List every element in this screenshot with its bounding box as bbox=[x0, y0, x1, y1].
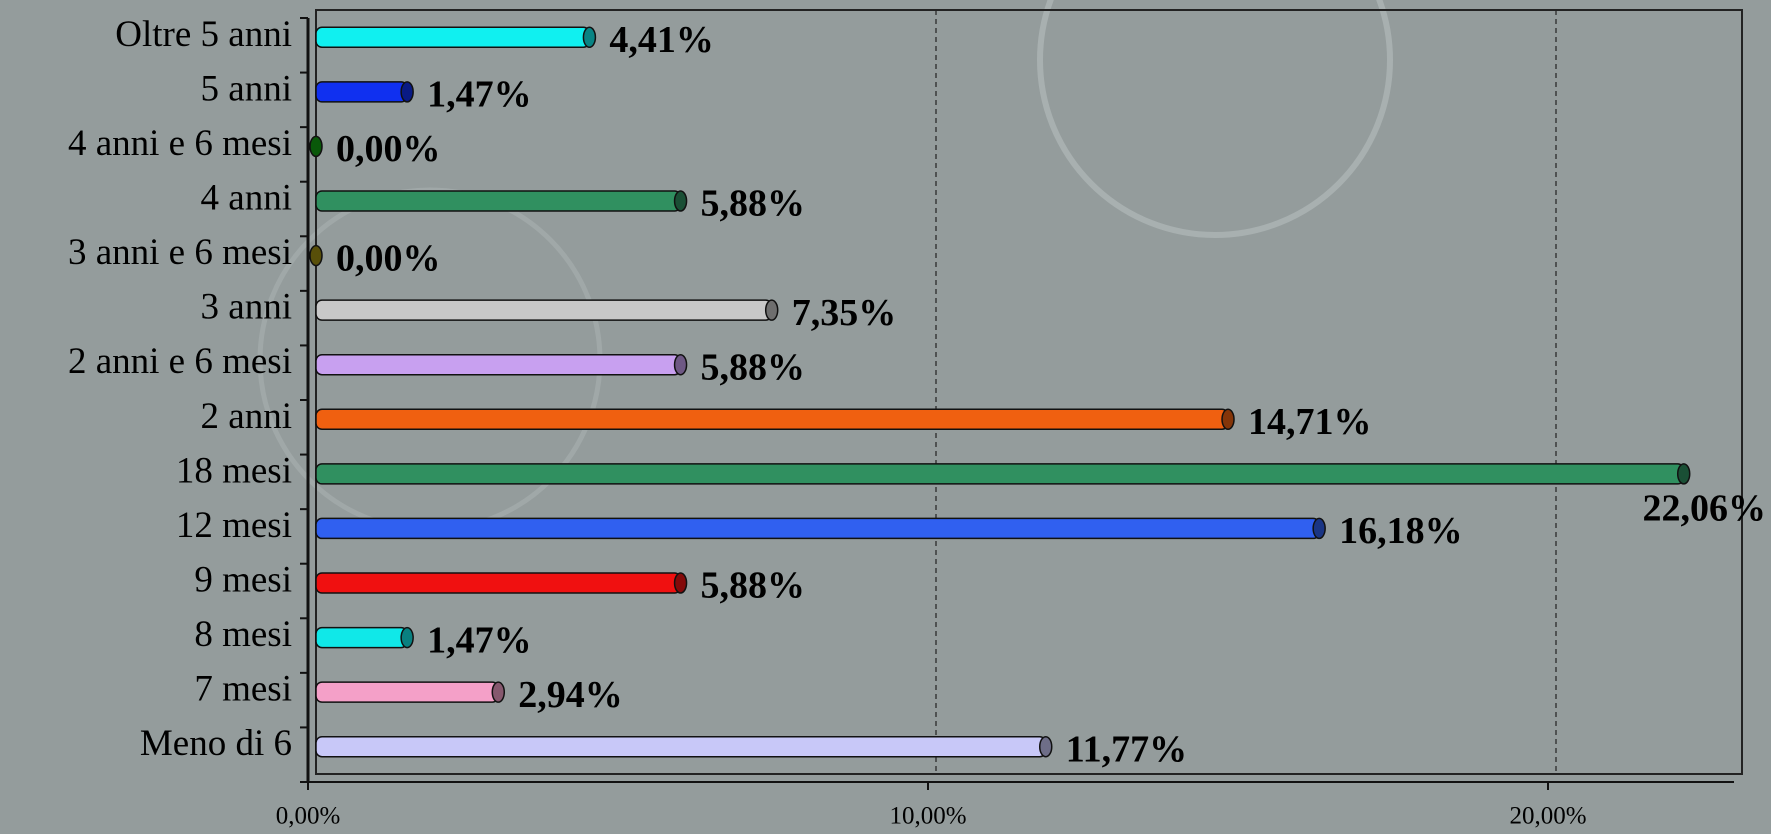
bar-cap bbox=[309, 135, 323, 158]
category-label: 9 mesi bbox=[194, 559, 292, 600]
bar-cap bbox=[1676, 463, 1691, 485]
bar bbox=[315, 353, 682, 376]
decoration bbox=[1037, 0, 1393, 238]
value-label: 22,06% bbox=[1643, 488, 1767, 530]
plot-frame bbox=[315, 9, 1743, 775]
x-tick-label: 10,00% bbox=[889, 803, 966, 830]
x-tick-label: 20,00% bbox=[1509, 803, 1586, 830]
bar-cap bbox=[1221, 408, 1235, 431]
bar bbox=[315, 681, 500, 703]
category-label: 8 mesi bbox=[194, 614, 292, 655]
value-label: 14,71% bbox=[1248, 401, 1372, 443]
bar-cap bbox=[582, 26, 597, 49]
bar-cap bbox=[673, 572, 688, 594]
category-label: 5 anni bbox=[201, 68, 292, 109]
category-label: 12 mesi bbox=[176, 505, 292, 546]
bar-cap bbox=[1312, 517, 1326, 540]
category-label: Oltre 5 anni bbox=[115, 14, 292, 55]
bar-cap bbox=[309, 244, 323, 267]
bar-cap bbox=[673, 353, 688, 376]
bar-cap bbox=[400, 81, 414, 103]
bar bbox=[315, 299, 773, 321]
category-label: 3 anni bbox=[201, 287, 292, 328]
value-label: 1,47% bbox=[427, 74, 532, 116]
bar bbox=[315, 81, 408, 103]
value-label: 5,88% bbox=[701, 346, 806, 388]
bar-cap bbox=[764, 299, 779, 321]
bar-cap bbox=[400, 626, 414, 649]
bar bbox=[315, 463, 1685, 485]
value-label: 4,41% bbox=[609, 19, 714, 61]
category-label: 2 anni bbox=[201, 396, 292, 437]
bar bbox=[315, 626, 408, 649]
bar bbox=[315, 572, 682, 594]
category-label: 3 anni e 6 mesi bbox=[68, 232, 292, 273]
value-label: 16,18% bbox=[1339, 510, 1463, 552]
bar bbox=[315, 26, 591, 49]
category-label: 7 mesi bbox=[194, 669, 292, 710]
value-label: 0,00% bbox=[336, 128, 441, 170]
x-tick-label: 0,00% bbox=[276, 803, 341, 830]
value-label: 7,35% bbox=[792, 292, 897, 334]
value-label: 5,88% bbox=[701, 565, 806, 607]
bar-cap bbox=[1038, 735, 1053, 758]
category-label: 4 anni e 6 mesi bbox=[68, 123, 292, 164]
bar bbox=[315, 735, 1047, 758]
value-label: 0,00% bbox=[336, 237, 441, 279]
bar-cap bbox=[491, 681, 506, 703]
bar bbox=[315, 517, 1320, 540]
value-label: 5,88% bbox=[701, 183, 806, 225]
category-label: Meno di 6 bbox=[140, 723, 292, 764]
value-label: 11,77% bbox=[1066, 728, 1187, 770]
category-label: 4 anni bbox=[201, 177, 292, 218]
bar bbox=[315, 408, 1229, 431]
category-label: 2 anni e 6 mesi bbox=[68, 341, 292, 382]
value-label: 2,94% bbox=[518, 674, 623, 716]
value-label: 1,47% bbox=[427, 619, 532, 661]
bar-cap bbox=[673, 190, 688, 212]
bar bbox=[315, 190, 682, 212]
category-label: 18 mesi bbox=[176, 450, 292, 491]
